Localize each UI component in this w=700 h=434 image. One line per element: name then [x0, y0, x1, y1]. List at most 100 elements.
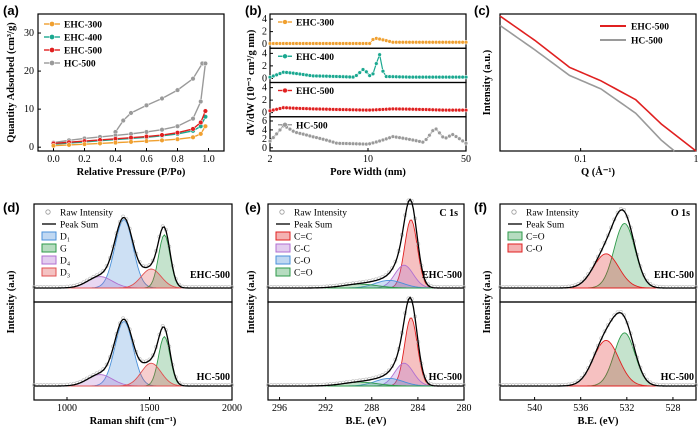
- panel-b-ytick-label: 0: [262, 143, 267, 154]
- panel-a-point: [143, 129, 150, 135]
- panel-a-point: [143, 133, 150, 140]
- panel-b-legend-marker: [282, 53, 288, 59]
- panel-b-legend-marker: [282, 19, 288, 25]
- panel-b-ytick-label: 2: [262, 27, 267, 38]
- panel-f-xtick-label: 528: [665, 403, 680, 414]
- panel-a-point: [81, 141, 88, 147]
- panel-b-point: [380, 69, 386, 74]
- panel-a-xtick-label: 1.0: [202, 154, 215, 165]
- panel-a-legend-label: EHC-400: [64, 34, 102, 44]
- panel-e-legend-swatch: [275, 231, 291, 241]
- panel-a-xtick-label: 0.4: [109, 154, 122, 165]
- panel-c-legend-label: HC-500: [631, 37, 663, 47]
- panel-b-point: [463, 74, 469, 80]
- panel-e-xtick-label: 280: [457, 403, 472, 414]
- panel-e-legend-swatch: [275, 243, 291, 253]
- panel-b-ytick-label: 0: [262, 39, 267, 50]
- panel-a-point: [198, 119, 204, 126]
- panel-b-point: [357, 70, 362, 75]
- panel-a-point: [198, 131, 204, 137]
- panel-a-legend-label: EHC-300: [64, 21, 102, 31]
- panel-b-xtick-label: 2: [268, 154, 273, 165]
- panel-b-point: [367, 41, 372, 46]
- panel-b-point: [364, 69, 369, 74]
- panel-d-xtick-label: 1000: [57, 403, 77, 414]
- panel-a-point: [128, 135, 134, 141]
- panel-a-series-line: [114, 63, 203, 133]
- panel-b-ytick-label: 0: [262, 73, 267, 84]
- panel-d-ylabel: Intensity (a.u): [6, 270, 17, 334]
- panel-f-label: (f): [474, 200, 487, 215]
- panel-b-point: [370, 71, 376, 76]
- panel-d-legend-marker: [45, 209, 51, 215]
- panel-b-legend-label: EHC-500: [296, 87, 334, 97]
- panel-f-legend-label: C=O: [526, 233, 545, 243]
- panel-e-legend-label: Peak Sum: [294, 221, 333, 231]
- panel-d-xtick-label: 2000: [222, 403, 242, 414]
- panel-b-point: [267, 138, 273, 144]
- panel-a-ytick-label: 10: [24, 104, 34, 115]
- panel-b-point: [377, 52, 382, 57]
- panel-b-point: [430, 128, 435, 133]
- panel-d-legend-swatch: [41, 243, 57, 253]
- panel-c-legend-label: EHC-500: [631, 23, 669, 33]
- panel-a-point: [143, 102, 150, 108]
- panel-b-ytick-label: 4: [262, 14, 267, 25]
- panel-a-point: [190, 116, 196, 122]
- panel-e-peak-sum-line: [268, 296, 464, 387]
- panel-b-point: [453, 134, 459, 139]
- panel-b-point: [423, 137, 429, 142]
- panel-b-point: [360, 67, 366, 72]
- panel-a-point: [159, 127, 165, 133]
- panel-a-point: [202, 123, 208, 129]
- panel-c-xtick-label: 0.1: [574, 154, 587, 165]
- panel-e-legend-label: C-O: [294, 257, 311, 267]
- panel-e-legend-swatch: [275, 267, 291, 277]
- panel-a-ytick-label: 30: [24, 28, 34, 39]
- panel-a-ytick-label: 20: [24, 66, 34, 77]
- panel-a-point: [174, 130, 181, 136]
- panel-e-xtick-label: 284: [410, 403, 425, 414]
- panel-b-point: [287, 126, 293, 132]
- panel-b-point: [367, 73, 372, 78]
- panel-a-point: [190, 76, 196, 82]
- panel-e-ylabel: Intensity (a.u): [246, 270, 257, 334]
- panel-f-sample-label: EHC-500: [654, 270, 694, 281]
- panel-f-xtick-label: 540: [527, 403, 542, 414]
- panel-d-sample-label: EHC-500: [190, 270, 230, 281]
- panel-e-label: (e): [245, 200, 261, 215]
- panel-e-sample-label: EHC-500: [422, 270, 462, 281]
- panel-f-xtick-label: 536: [573, 403, 588, 414]
- panel-a-label: (a): [3, 3, 19, 18]
- panel-d-legend-swatch: [41, 255, 57, 265]
- panel-a-legend-marker: [49, 47, 55, 53]
- panel-f-legend-label: C-O: [526, 245, 543, 255]
- panel-e-legend-swatch: [275, 255, 291, 265]
- panel-f-legend-marker: [511, 209, 517, 215]
- panel-b-point: [463, 40, 469, 45]
- panel-e-xtick-label: 288: [364, 403, 379, 414]
- panel-b-point: [450, 132, 455, 137]
- panel-e-legend-marker: [279, 209, 285, 215]
- panel-e-bottom-frame: [267, 301, 465, 401]
- panel-e-legend-label: C-C: [294, 245, 310, 255]
- panel-a-point: [159, 132, 165, 138]
- panel-b-legend-marker: [282, 87, 288, 94]
- panel-d-peak-sum-line: [33, 216, 232, 289]
- panel-b-ytick-label: 4: [262, 125, 267, 136]
- panel-e-xlabel: B.E. (eV): [345, 416, 387, 427]
- panel-a-point: [159, 95, 165, 102]
- panel-b-ylabel: dV/dW (10⁻³ cm³/g nm): [246, 29, 257, 135]
- panel-c-xlabel: Q (Å⁻¹): [581, 166, 616, 178]
- panel-b-point: [374, 61, 379, 66]
- panel-d-sample-label: HC-500: [197, 372, 230, 383]
- panel-b-xlabel: Pore Width (nm): [330, 167, 406, 178]
- panel-a-legend-label: HC-500: [64, 60, 96, 70]
- panel-d-legend-swatch: [41, 231, 57, 241]
- panel-f-ylabel: Intensity (a.u): [482, 270, 493, 334]
- panel-b-ytick-label: 2: [262, 61, 267, 72]
- panel-a-point: [174, 136, 181, 142]
- panel-a-series-line: [53, 63, 207, 144]
- panel-b-legend-label: HC-500: [296, 121, 328, 131]
